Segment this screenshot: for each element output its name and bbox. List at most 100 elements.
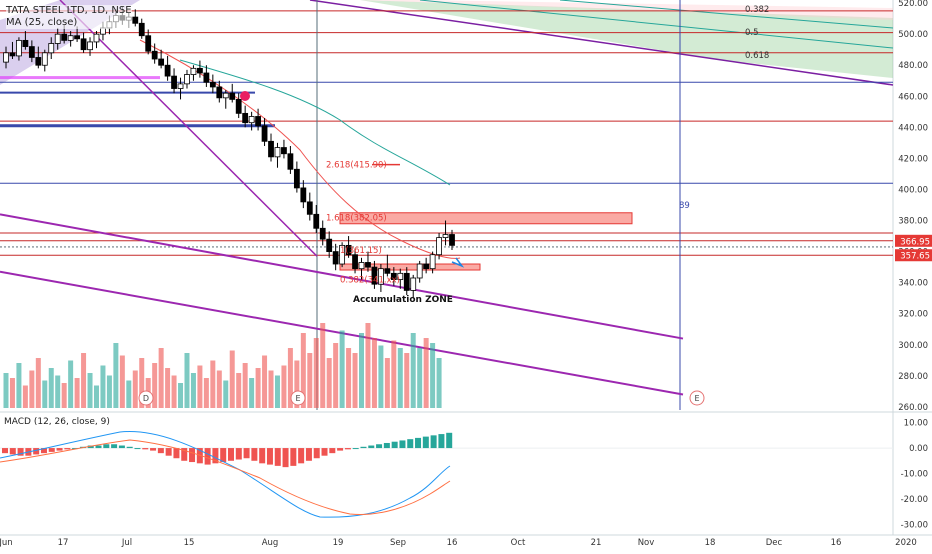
candle-body <box>138 22 145 37</box>
candle-body <box>132 16 139 24</box>
support-band-2 <box>0 91 255 94</box>
price-tick-label: 380.00 <box>898 217 928 227</box>
macd-hist-bar <box>344 448 351 450</box>
macd-hist-bar <box>212 448 219 464</box>
volume-bar <box>106 375 112 408</box>
time-tick-label: Oct <box>511 538 526 548</box>
volume-bar <box>216 370 222 408</box>
price-tick-label: 460.00 <box>898 92 928 102</box>
candle-body <box>197 67 203 74</box>
macd-hist-bar <box>181 448 188 461</box>
macd-hist-bar <box>259 448 266 464</box>
macd-hist-bar <box>95 445 102 449</box>
volume-bar <box>274 375 280 408</box>
time-tick-label: Nov <box>638 538 655 548</box>
candle-body <box>293 168 300 189</box>
candle-body <box>255 116 261 127</box>
volume-bar <box>262 355 268 408</box>
volume-bar <box>48 368 54 408</box>
volume-bar <box>16 363 22 408</box>
macd-hist-bar <box>204 448 211 465</box>
candle-body <box>371 266 378 285</box>
time-tick-label: 16 <box>447 538 458 548</box>
macd-hist-bar <box>298 448 305 464</box>
magenta-band <box>0 76 160 80</box>
volume-bar <box>93 385 99 408</box>
candle-body <box>332 251 339 265</box>
fib-zone-green <box>360 0 893 78</box>
volume-bar <box>359 333 365 408</box>
macd-hist-bar <box>274 448 281 466</box>
volume-bar <box>313 338 319 408</box>
volume-bar <box>384 358 390 408</box>
volume-bar <box>410 333 416 408</box>
volume-bar <box>9 378 15 408</box>
candle-body <box>300 187 307 203</box>
volume-bar <box>255 368 261 408</box>
macd-hist-bar <box>446 432 453 449</box>
time-tick-label: Jun <box>0 538 13 548</box>
time-tick-label: 21 <box>591 538 602 548</box>
volume-bar <box>404 353 410 408</box>
trend-line-down <box>59 0 318 257</box>
volume-bar <box>113 343 119 408</box>
macd-hist-bar <box>33 448 40 455</box>
price-tick-label: 320.00 <box>898 310 928 320</box>
fib-box-1618 <box>339 212 633 225</box>
candle-body <box>390 272 397 280</box>
ma-legend: MA (25, close) <box>6 17 78 28</box>
candle-body <box>190 67 197 75</box>
candle-body <box>377 268 384 285</box>
macd-legend: MACD (12, 26, close, 9) <box>4 417 110 427</box>
volume-bar <box>87 373 93 408</box>
price-tick-label: 420.00 <box>898 154 928 164</box>
candle-body <box>67 35 74 41</box>
candle-body <box>306 201 313 215</box>
macd-tick-label: 10.00 <box>904 419 928 429</box>
volume-bar <box>139 358 145 408</box>
candle-body <box>365 262 371 268</box>
volume-bar <box>281 365 287 408</box>
volume-bar <box>236 373 242 408</box>
macd-hist-bar <box>64 448 71 450</box>
candle-body <box>3 52 9 63</box>
macd-hist-bar <box>321 448 328 456</box>
macd-hist-bar <box>157 448 164 454</box>
macd-tick-label: -10.00 <box>901 470 928 480</box>
fib-line-teal-2 <box>559 0 894 29</box>
macd-hist-bar <box>337 448 344 451</box>
price-tick-label: 400.00 <box>898 185 928 195</box>
volume-bar <box>287 348 293 408</box>
candle-body <box>184 74 190 85</box>
legend-block: TATA STEEL LTD, 1D, NSE MA (25, close) <box>6 5 132 29</box>
macd-hist-bar <box>165 448 172 456</box>
volume-bar <box>352 353 358 408</box>
price-badge <box>895 234 932 247</box>
time-tick-label: 16 <box>831 538 842 548</box>
price-tick-label: 440.00 <box>898 123 928 133</box>
macd-hist-bar <box>48 448 55 452</box>
candle-body <box>229 92 236 100</box>
time-tick-label: Jul <box>121 538 132 548</box>
volume-bar <box>35 358 41 408</box>
candle-body <box>93 33 100 43</box>
macd-hist-bar <box>376 444 383 449</box>
macd-hist-bar <box>189 448 196 463</box>
candle-body <box>274 147 281 158</box>
candle-body <box>403 272 410 291</box>
accumulation-zone-label: Accumulation ZONE <box>353 295 453 305</box>
candle-body <box>268 140 274 158</box>
fib-box-1 <box>339 263 481 271</box>
macd-hist-bar <box>360 446 367 449</box>
macd-hist-bar <box>40 448 47 454</box>
volume-bar <box>430 343 436 408</box>
macd-hist-bar <box>305 448 312 461</box>
volume-bar <box>22 385 28 408</box>
price-tick-label: 280.00 <box>898 372 928 382</box>
macd-hist-bar <box>103 444 110 449</box>
pattern-marker <box>240 91 250 101</box>
candle-body <box>9 52 16 57</box>
price-tick-label: 500.00 <box>898 30 928 40</box>
volume-bar <box>365 323 371 408</box>
